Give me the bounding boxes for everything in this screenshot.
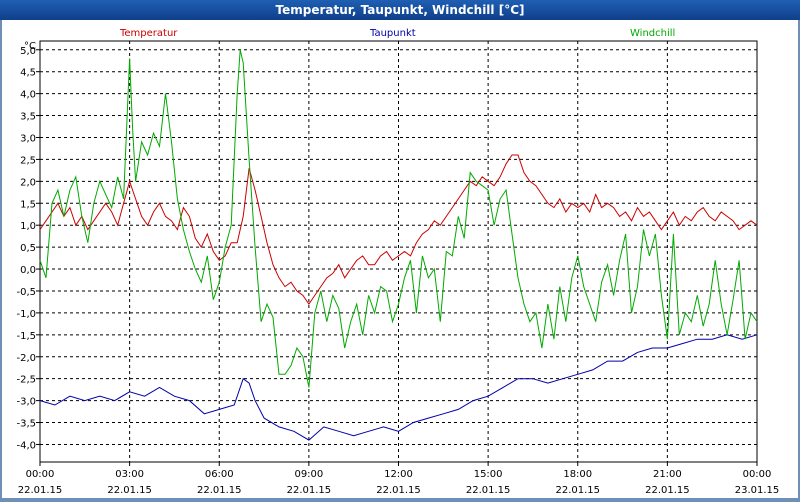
x-tick-date: 22.01.15 xyxy=(466,485,511,496)
y-tick-label: -3,0 xyxy=(16,397,36,408)
x-tick-time: 06:00 xyxy=(205,469,234,480)
x-tick-time: 00:00 xyxy=(26,469,55,480)
x-tick-time: 00:00 xyxy=(743,469,772,480)
series-line-temperatur xyxy=(39,154,758,305)
grid xyxy=(40,41,757,462)
legend-windchill: Windchill xyxy=(630,28,675,39)
legend-taupunkt: Taupunkt xyxy=(369,28,416,39)
y-tick-label: -1,0 xyxy=(16,309,36,320)
x-tick-time: 03:00 xyxy=(115,469,144,480)
x-tick-time: 09:00 xyxy=(294,469,323,480)
line-chart: °C 5,0 4,5 4,0 3,5 3,0 2,5 2,0 1,5 1,0 0,5 0,0 -0,5… xyxy=(16,28,780,496)
y-tick-label: -2,0 xyxy=(16,353,36,364)
x-tick-time: 21:00 xyxy=(653,469,682,480)
series-group xyxy=(39,49,758,441)
chart-panel: °C 5,0 4,5 4,0 3,5 3,0 2,5 2,0 1,5 1,0 0,5 0,0 -0,5… xyxy=(2,20,798,498)
y-tick-label: -1,5 xyxy=(16,331,36,342)
y-tick-label: 5,0 xyxy=(20,46,36,57)
x-tick-date: 22.01.15 xyxy=(197,485,242,496)
window-title: Temperatur, Taupunkt, Windchill [°C] xyxy=(0,0,800,20)
legend: Temperatur Taupunkt Windchill xyxy=(119,28,675,39)
y-tick-label: 0,5 xyxy=(20,243,36,254)
x-tick-date: 22.01.15 xyxy=(107,485,152,496)
y-tick-label: 4,0 xyxy=(20,90,36,101)
y-axis: °C 5,0 4,5 4,0 3,5 3,0 2,5 2,0 1,5 1,0 0,5 0,0 -0,5… xyxy=(16,41,40,451)
y-tick-label: 3,5 xyxy=(20,112,36,123)
x-tick-date: 22.01.15 xyxy=(555,485,600,496)
x-tick-date: 22.01.15 xyxy=(376,485,421,496)
y-tick-label: 1,0 xyxy=(20,221,36,232)
x-tick-date: 22.01.15 xyxy=(645,485,690,496)
y-tick-label: 2,5 xyxy=(20,155,36,166)
y-tick-label: 0,0 xyxy=(20,265,36,276)
x-tick-time: 15:00 xyxy=(474,469,503,480)
y-tick-label: 3,0 xyxy=(20,133,36,144)
y-tick-label: 1,5 xyxy=(20,199,36,210)
y-tick-label: -3,5 xyxy=(16,419,36,430)
y-tick-label: 2,0 xyxy=(20,177,36,188)
series-line-windchill xyxy=(39,49,758,388)
y-axis-label: °C xyxy=(24,41,36,52)
legend-temperatur: Temperatur xyxy=(119,28,178,39)
y-tick-label: -4,0 xyxy=(16,440,36,451)
y-tick-label: 4,5 xyxy=(20,68,36,79)
x-tick-date: 22.01.15 xyxy=(287,485,332,496)
y-tick-label: -0,5 xyxy=(16,287,36,298)
x-tick-date: 22.01.15 xyxy=(18,485,63,496)
y-tick-label: -2,5 xyxy=(16,375,36,386)
x-tick-date: 23.01.15 xyxy=(735,485,780,496)
x-axis: 00:00 22.01.15 03:00 22.01.15 06:00 22.01.15 0… xyxy=(18,462,780,496)
series-line-taupunkt xyxy=(39,334,758,441)
x-tick-time: 12:00 xyxy=(384,469,413,480)
x-tick-time: 18:00 xyxy=(563,469,592,480)
